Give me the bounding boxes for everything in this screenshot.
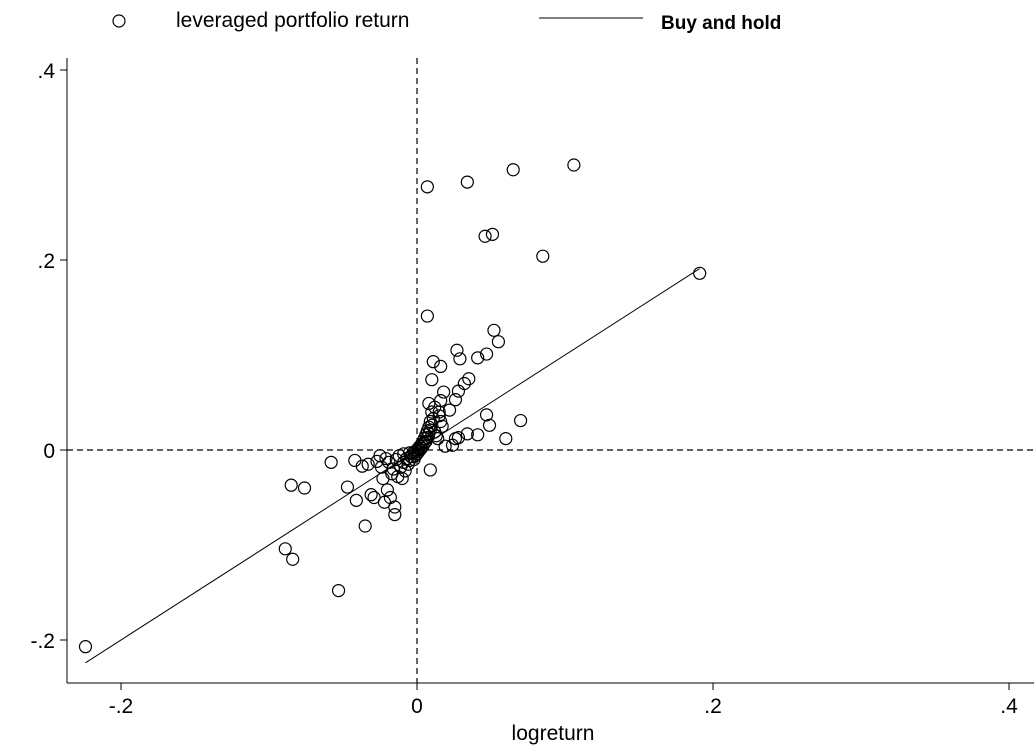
points-group <box>78 158 707 654</box>
scatter-point <box>395 471 409 486</box>
scatter-point <box>450 343 464 357</box>
scatter-point <box>491 335 505 349</box>
scatter-point <box>437 385 451 399</box>
scatter-point <box>693 266 707 280</box>
scatter-point <box>438 439 452 453</box>
x-tick-label: .4 <box>1000 695 1018 718</box>
legend-label-leveraged: leveraged portfolio return <box>176 9 409 32</box>
scatter-point <box>361 457 375 471</box>
scatter-point <box>460 175 474 189</box>
scatter-point <box>349 493 363 507</box>
scatter-point <box>355 459 369 473</box>
y-ticks: -.2 0 .2 .4 <box>30 60 67 653</box>
scatter-point <box>324 455 338 469</box>
scatter-point <box>364 488 378 502</box>
scatter-point <box>471 351 485 365</box>
scatter-point <box>462 372 476 386</box>
scatter-point <box>506 163 520 177</box>
legend-label-buy-and-hold: Buy and hold <box>661 13 781 34</box>
scatter-point <box>331 583 346 598</box>
y-tick-label: 0 <box>43 440 55 463</box>
scatter-point <box>425 373 439 387</box>
scatter-point <box>376 471 390 486</box>
scatter-point <box>429 429 443 443</box>
scatter-point <box>478 229 492 243</box>
scatter-point <box>487 323 501 337</box>
scatter-point <box>513 413 528 428</box>
x-tick-label: .2 <box>704 695 722 718</box>
scatter-point <box>434 359 448 373</box>
x-tick-label: -.2 <box>109 695 134 718</box>
scatter-point <box>567 158 581 172</box>
scatter-point <box>448 393 463 407</box>
scatter-point <box>479 408 494 422</box>
scatter-point <box>431 432 445 446</box>
scatter-point <box>358 519 372 533</box>
buy-and-hold-line <box>85 268 700 664</box>
y-tick-label: .2 <box>37 250 55 273</box>
legend: leveraged portfolio return Buy and hold <box>112 9 781 34</box>
scatter-point <box>379 451 393 466</box>
scatter-point <box>432 405 446 419</box>
legend-marker-circle <box>112 14 126 28</box>
scatter-point <box>286 552 300 566</box>
fit-line-group <box>85 268 700 664</box>
scatter-point <box>442 403 457 417</box>
x-ticks: -.2 0 .2 .4 <box>109 683 1018 718</box>
scatter-point <box>451 431 466 445</box>
scatter-point <box>340 480 355 494</box>
scatter-point <box>284 478 298 492</box>
scatter-point <box>297 481 312 495</box>
reference-lines <box>67 58 1034 683</box>
scatter-point <box>420 180 434 194</box>
scatter-point <box>453 352 467 366</box>
scatter-point <box>499 432 513 446</box>
scatter-point <box>482 418 497 432</box>
x-axis-title: logreturn <box>512 722 595 745</box>
scatter-point <box>485 227 500 241</box>
scatter-point <box>479 347 494 361</box>
scatter-point <box>78 640 93 654</box>
y-tick-label: -.2 <box>30 630 55 653</box>
scatter-point <box>388 500 402 514</box>
scatter-point <box>451 384 466 398</box>
scatter-point <box>426 355 440 369</box>
scatter-point <box>435 419 449 433</box>
scatter-point <box>423 463 437 477</box>
scatter-point <box>471 428 485 442</box>
y-tick-label: .4 <box>37 60 55 83</box>
scatter-point <box>536 249 550 263</box>
scatter-point <box>420 309 434 323</box>
axes <box>66 58 1034 684</box>
scatter-point <box>388 507 402 522</box>
scatter-point <box>432 409 446 423</box>
scatter-point <box>460 427 474 441</box>
scatter-point <box>380 483 394 497</box>
scatter-point <box>278 542 292 556</box>
x-tick-label: 0 <box>411 695 423 718</box>
